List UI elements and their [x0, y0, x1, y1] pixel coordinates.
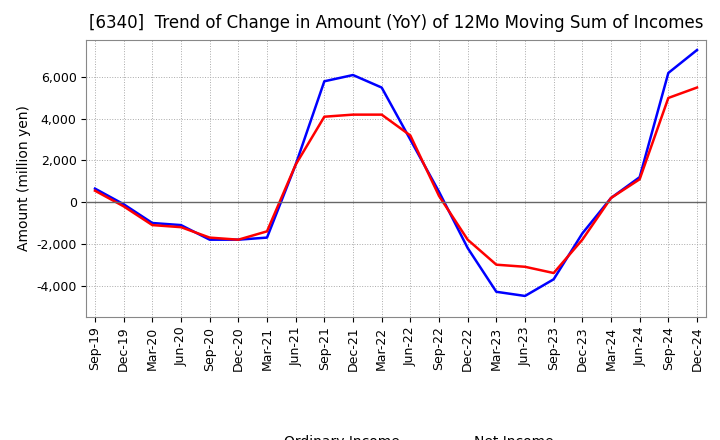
Y-axis label: Amount (million yen): Amount (million yen) — [17, 105, 31, 251]
Ordinary Income — [292, 162, 300, 167]
Net Income — [549, 271, 558, 276]
Ordinary Income — [205, 237, 214, 242]
Net Income — [320, 114, 328, 119]
Net Income — [578, 237, 587, 242]
Ordinary Income — [492, 289, 500, 294]
Ordinary Income — [320, 79, 328, 84]
Net Income — [635, 176, 644, 182]
Ordinary Income — [348, 73, 357, 78]
Ordinary Income — [148, 220, 157, 226]
Net Income — [406, 133, 415, 138]
Net Income — [664, 95, 672, 101]
Ordinary Income — [578, 231, 587, 236]
Net Income — [492, 262, 500, 268]
Net Income — [91, 188, 99, 193]
Title: [6340]  Trend of Change in Amount (YoY) of 12Mo Moving Sum of Incomes: [6340] Trend of Change in Amount (YoY) o… — [89, 15, 703, 33]
Ordinary Income — [263, 235, 271, 240]
Net Income — [292, 162, 300, 167]
Ordinary Income — [607, 195, 616, 201]
Ordinary Income — [435, 189, 444, 194]
Net Income — [263, 229, 271, 234]
Ordinary Income — [377, 85, 386, 90]
Net Income — [176, 224, 185, 230]
Net Income — [607, 195, 616, 201]
Ordinary Income — [120, 202, 128, 207]
Line: Ordinary Income: Ordinary Income — [95, 50, 697, 296]
Legend: Ordinary Income, Net Income: Ordinary Income, Net Income — [233, 429, 559, 440]
Net Income — [377, 112, 386, 117]
Net Income — [120, 204, 128, 209]
Ordinary Income — [521, 293, 529, 299]
Ordinary Income — [693, 48, 701, 53]
Ordinary Income — [406, 137, 415, 142]
Net Income — [348, 112, 357, 117]
Ordinary Income — [664, 70, 672, 76]
Net Income — [521, 264, 529, 269]
Ordinary Income — [635, 175, 644, 180]
Line: Net Income: Net Income — [95, 88, 697, 273]
Ordinary Income — [464, 246, 472, 251]
Ordinary Income — [234, 237, 243, 242]
Net Income — [464, 237, 472, 242]
Ordinary Income — [91, 186, 99, 191]
Ordinary Income — [176, 223, 185, 228]
Net Income — [234, 237, 243, 242]
Net Income — [435, 193, 444, 198]
Net Income — [205, 235, 214, 240]
Ordinary Income — [549, 277, 558, 282]
Net Income — [693, 85, 701, 90]
Net Income — [148, 223, 157, 228]
